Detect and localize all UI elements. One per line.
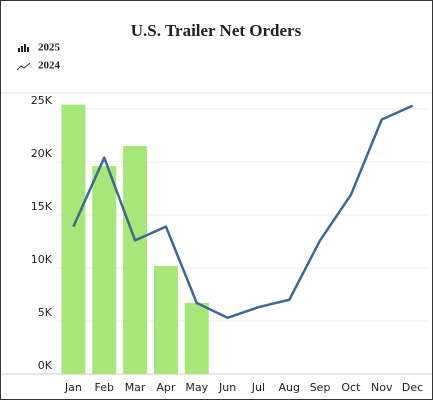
y-tick-label: 5K: [38, 306, 53, 319]
y-tick-label: 20K: [31, 147, 53, 160]
legend-icon: [24, 44, 26, 52]
chart-title: U.S. Trailer Net Orders: [131, 21, 302, 40]
line: [72, 104, 414, 320]
x-tick-label: Sep: [310, 381, 331, 394]
y-tick-label: 10K: [31, 253, 53, 266]
x-tick-label: Feb: [95, 381, 114, 394]
legend-label: 2025: [38, 42, 61, 54]
x-tick-label: Aug: [279, 381, 300, 394]
bar: [153, 265, 178, 374]
x-tick-label: Jun: [218, 381, 236, 394]
x-tick-label: Nov: [371, 381, 393, 394]
y-tick-label: 15K: [31, 200, 53, 213]
bar: [123, 146, 148, 374]
x-tick-label: Oct: [341, 381, 361, 394]
legend-icon: [18, 48, 20, 52]
legend-icon: [21, 46, 23, 52]
bar: [92, 166, 117, 374]
legend-label: 2024: [38, 60, 61, 72]
x-tick-label: Mar: [125, 381, 146, 394]
x-tick-label: Jul: [251, 381, 265, 394]
x-tick-label: Apr: [156, 381, 176, 394]
x-tick-label: Dec: [402, 381, 423, 394]
x-tick-label: Jan: [64, 381, 82, 394]
legend-icon: [27, 47, 29, 52]
y-tick-label: 25K: [31, 94, 53, 107]
bar: [184, 302, 209, 374]
x-tick-label: May: [185, 381, 208, 394]
legend-icon: [16, 62, 31, 71]
y-tick-label: 0K: [38, 359, 53, 372]
bar: [61, 104, 86, 374]
